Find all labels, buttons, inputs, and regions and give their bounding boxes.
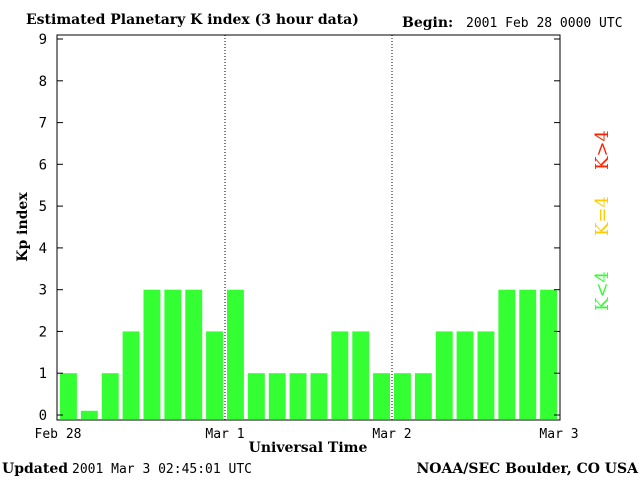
kp-bar xyxy=(206,331,223,419)
y-axis-label: Kp index xyxy=(15,192,31,262)
kp-bar xyxy=(519,289,537,419)
kp-bar xyxy=(477,331,495,419)
plot-area xyxy=(56,34,561,421)
legend-high: K>4 xyxy=(592,130,613,170)
begin-value: 2001 Feb 28 0000 UTC xyxy=(466,16,623,31)
kp-bar xyxy=(540,289,557,419)
x-tick-label: Mar 2 xyxy=(372,427,411,442)
begin-label: Begin: xyxy=(402,15,453,31)
y-tick-label: 4 xyxy=(39,241,47,257)
kp-bar xyxy=(227,289,244,419)
kp-bar xyxy=(373,373,390,419)
kp-bar xyxy=(101,373,119,419)
x-axis-label: Universal Time xyxy=(249,440,368,456)
y-tick-label: 9 xyxy=(39,32,47,48)
kp-bar xyxy=(435,331,453,419)
source-credit: NOAA/SEC Boulder, CO USA xyxy=(417,461,640,477)
y-tick-label: 2 xyxy=(39,324,47,340)
y-tick-label: 1 xyxy=(39,366,47,382)
kp-bar xyxy=(331,331,349,419)
kp-bar xyxy=(164,289,182,419)
kp-bar xyxy=(456,331,474,419)
y-tick-label: 0 xyxy=(39,408,47,424)
kp-bar xyxy=(80,410,98,419)
y-tick-label: 5 xyxy=(39,199,47,215)
y-tick-label: 7 xyxy=(39,116,47,132)
kp-bar xyxy=(185,289,203,419)
x-tick-label: Mar 3 xyxy=(539,427,578,442)
kp-bar xyxy=(247,373,265,419)
kp-bar xyxy=(414,373,432,419)
kp-bar xyxy=(394,373,411,419)
y-tick-label: 6 xyxy=(39,157,47,173)
kp-bar xyxy=(352,331,370,419)
x-tick-label: Mar 1 xyxy=(205,427,244,442)
kp-bar xyxy=(310,373,328,419)
updated-label: Updated xyxy=(2,461,68,477)
x-tick-label: Feb 28 xyxy=(35,427,82,442)
legend-low: K<4 xyxy=(592,271,613,311)
kp-bar xyxy=(498,289,516,419)
y-tick-label: 3 xyxy=(39,283,47,299)
kp-bar xyxy=(143,289,161,419)
kp-bar xyxy=(60,373,77,419)
updated-value: 2001 Mar 3 02:45:01 UTC xyxy=(72,462,252,477)
kp-bar xyxy=(268,373,286,419)
y-tick-label: 8 xyxy=(39,74,47,90)
kp-bar xyxy=(289,373,307,419)
chart-title: Estimated Planetary K index (3 hour data… xyxy=(26,12,359,28)
legend-equal: K=4 xyxy=(592,196,613,236)
kp-bar xyxy=(122,331,140,419)
